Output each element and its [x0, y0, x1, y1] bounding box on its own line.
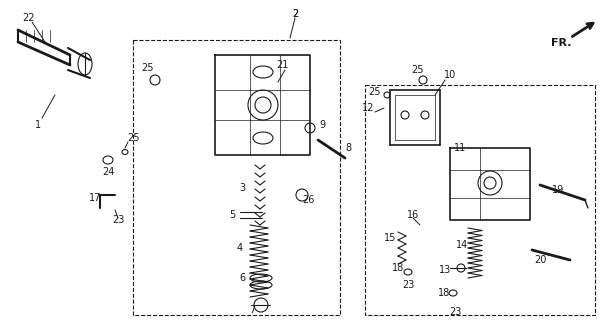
- Text: 1: 1: [35, 120, 41, 130]
- Text: 15: 15: [384, 233, 396, 243]
- Text: 9: 9: [319, 120, 325, 130]
- Text: 26: 26: [302, 195, 314, 205]
- Text: 25: 25: [412, 65, 424, 75]
- Text: 2: 2: [292, 9, 298, 19]
- Text: 14: 14: [456, 240, 468, 250]
- Text: 3: 3: [239, 183, 245, 193]
- Text: 23: 23: [449, 307, 461, 317]
- Text: 25: 25: [126, 133, 139, 143]
- Text: 13: 13: [439, 265, 451, 275]
- Text: 18: 18: [392, 263, 404, 273]
- Text: 17: 17: [89, 193, 101, 203]
- Text: 7: 7: [249, 305, 255, 315]
- Text: 10: 10: [444, 70, 456, 80]
- Text: 24: 24: [102, 167, 114, 177]
- Text: 6: 6: [239, 273, 245, 283]
- Text: 12: 12: [362, 103, 374, 113]
- Text: 8: 8: [345, 143, 351, 153]
- Text: 18: 18: [438, 288, 450, 298]
- Text: 2: 2: [292, 9, 298, 19]
- Text: 11: 11: [454, 143, 466, 153]
- Text: FR.: FR.: [551, 38, 572, 48]
- Text: 20: 20: [534, 255, 546, 265]
- Text: 23: 23: [402, 280, 414, 290]
- Text: 16: 16: [407, 210, 419, 220]
- Text: 22: 22: [22, 13, 34, 23]
- Text: 5: 5: [229, 210, 235, 220]
- Text: 23: 23: [112, 215, 124, 225]
- Text: 25: 25: [368, 87, 381, 97]
- Text: 21: 21: [276, 60, 288, 70]
- Text: 19: 19: [552, 185, 564, 195]
- Text: 25: 25: [142, 63, 154, 73]
- Text: 4: 4: [237, 243, 243, 253]
